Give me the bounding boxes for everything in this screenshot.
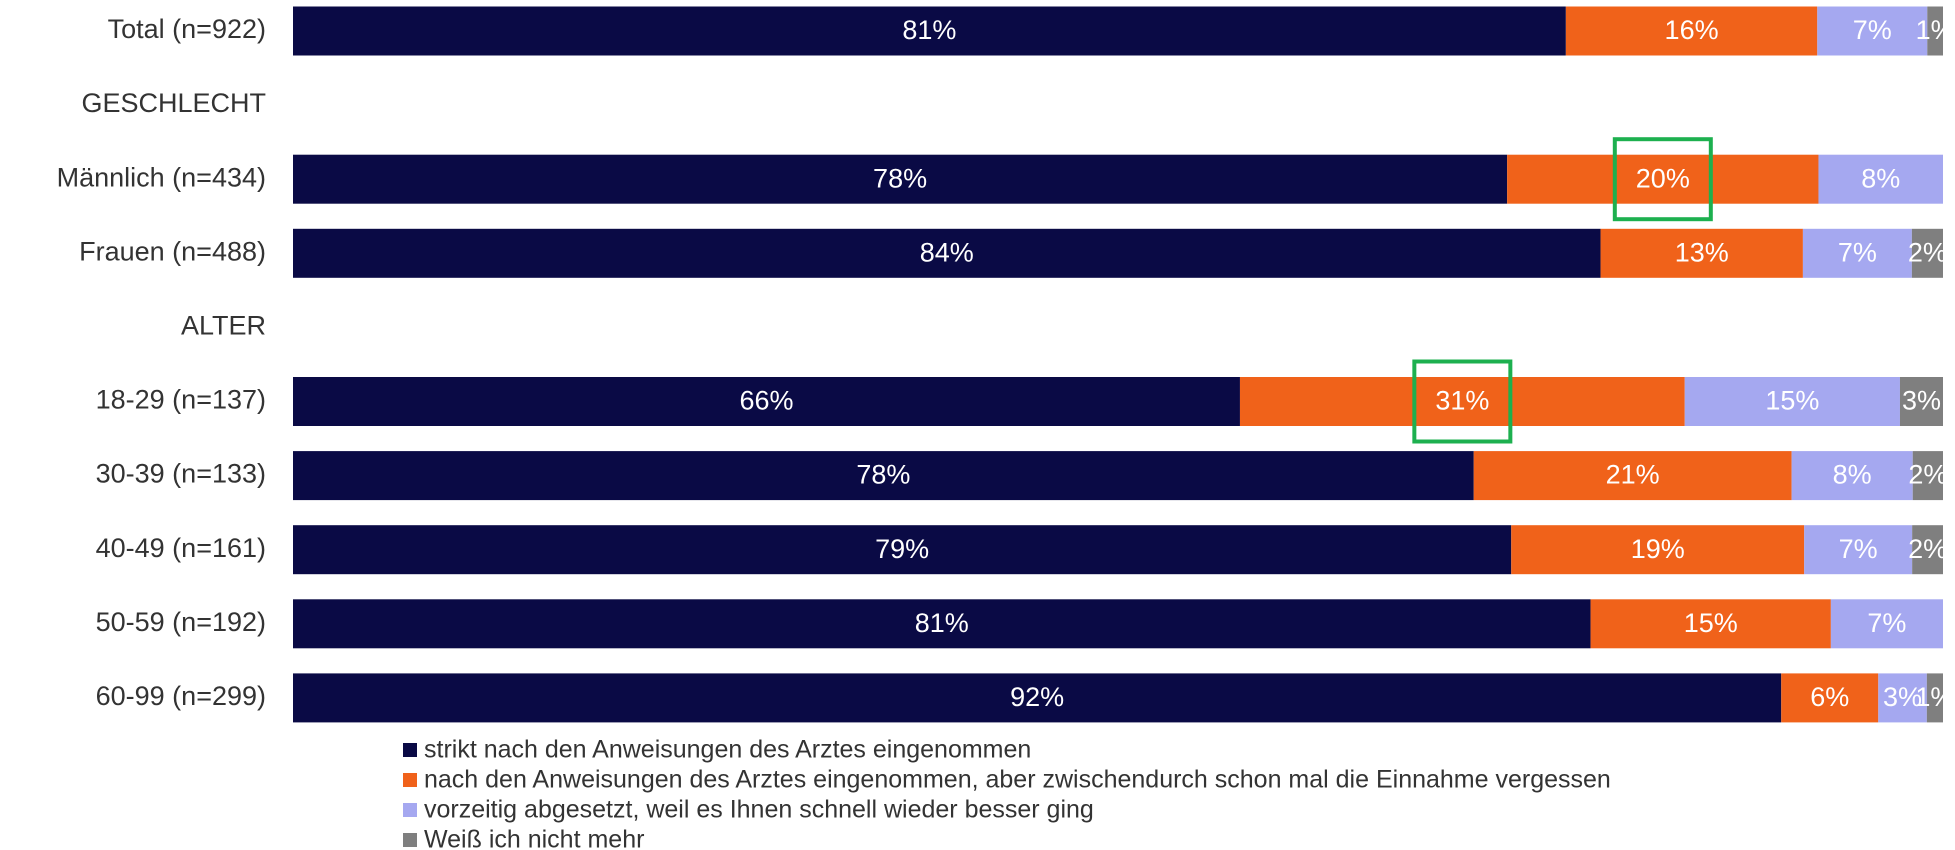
data-label: 78%	[873, 163, 927, 193]
bar-segment	[1511, 525, 1805, 575]
data-label: 7%	[1839, 534, 1878, 564]
data-label: 92%	[1010, 682, 1064, 712]
data-label: 81%	[915, 608, 969, 638]
bar-segment	[1590, 599, 1831, 649]
category-label: 40-49 (n=161)	[96, 533, 266, 563]
bar-segment	[1830, 599, 1943, 649]
data-label: 8%	[1833, 460, 1872, 490]
legend-label: nach den Anweisungen des Arztes eingenom…	[424, 766, 1611, 794]
bar-segment	[1817, 6, 1928, 56]
category-label: 50-59 (n=192)	[96, 607, 266, 637]
data-label: 3%	[1883, 682, 1922, 712]
bar-segment	[1473, 451, 1792, 501]
bar-segment	[1927, 6, 1943, 56]
bar-segment	[293, 154, 1508, 204]
data-label: 8%	[1861, 163, 1900, 193]
bar-segment	[1818, 154, 1943, 204]
legend-swatch	[403, 833, 417, 847]
legend-swatch	[403, 743, 417, 757]
bar-segment	[1899, 377, 1943, 426]
bar-segment	[1912, 451, 1943, 501]
data-label: 2%	[1908, 534, 1947, 564]
highlight-box	[1412, 359, 1513, 444]
category-label: Frauen (n=488)	[79, 236, 266, 266]
data-label: 7%	[1838, 237, 1877, 267]
category-label: 30-39 (n=133)	[96, 459, 266, 489]
data-label: 2%	[1908, 460, 1947, 490]
data-label: 1%	[1916, 15, 1955, 45]
data-label: 78%	[856, 460, 910, 490]
bar-segment	[1600, 228, 1803, 278]
bar-segment	[1878, 673, 1927, 723]
data-label: 15%	[1765, 386, 1819, 416]
bar-segment	[293, 525, 1512, 575]
data-label: 66%	[739, 386, 793, 416]
bar-segment	[1802, 228, 1912, 278]
bar-segment	[1911, 228, 1943, 278]
data-label: 31%	[1435, 386, 1489, 416]
bar-segment	[293, 377, 1240, 426]
data-label: 7%	[1867, 608, 1906, 638]
data-label: 6%	[1810, 682, 1849, 712]
category-label: 60-99 (n=299)	[96, 681, 266, 711]
bar-segment	[1565, 6, 1818, 56]
bar-segment	[1684, 377, 1900, 426]
data-label: 15%	[1684, 608, 1738, 638]
bar-segment	[1804, 525, 1913, 575]
bar-segment	[293, 451, 1474, 501]
bar-segment	[1239, 377, 1685, 426]
bar-segment	[1791, 451, 1913, 501]
legend-label: Weiß ich nicht mehr	[424, 826, 644, 850]
legend-swatch	[403, 803, 417, 817]
category-label: GESCHLECHT	[81, 88, 266, 118]
category-label: 18-29 (n=137)	[96, 385, 266, 415]
bar-segment	[1926, 673, 1943, 723]
data-label: 7%	[1853, 15, 1892, 45]
highlight-box	[1612, 137, 1713, 222]
data-label: 1%	[1915, 682, 1954, 712]
category-label: Männlich (n=434)	[57, 162, 266, 192]
bar-segment	[293, 599, 1591, 649]
legend-label: strikt nach den Anweisungen des Arztes e…	[424, 736, 1031, 764]
bar-segment	[293, 6, 1566, 56]
data-label: 16%	[1665, 15, 1719, 45]
bar-segment	[1507, 154, 1819, 204]
legend-label: vorzeitig abgesetzt, weil es Ihnen schne…	[424, 796, 1094, 824]
bars: 81% 16% 7% 1% 78% 20% 8% 84% 13% 7% 2% 66% 31% 15% 3% 7…	[293, 6, 1955, 723]
bar-segment	[1912, 525, 1943, 575]
bar-segment	[1781, 673, 1879, 723]
data-label: 84%	[920, 237, 974, 267]
legend-swatch	[403, 773, 417, 787]
data-label: 81%	[902, 15, 956, 45]
data-label: 19%	[1631, 534, 1685, 564]
bar-segment	[293, 673, 1782, 723]
data-label: 20%	[1636, 163, 1690, 193]
data-label: 21%	[1606, 460, 1660, 490]
data-label: 79%	[875, 534, 929, 564]
data-label: 13%	[1675, 237, 1729, 267]
category-label: ALTER	[181, 311, 266, 341]
bar-segment	[293, 228, 1601, 278]
legend: strikt nach den Anweisungen des Arztes e…	[403, 736, 1611, 850]
data-label: 3%	[1902, 386, 1941, 416]
category-label: Total (n=922)	[108, 14, 266, 44]
data-label: 2%	[1908, 237, 1947, 267]
